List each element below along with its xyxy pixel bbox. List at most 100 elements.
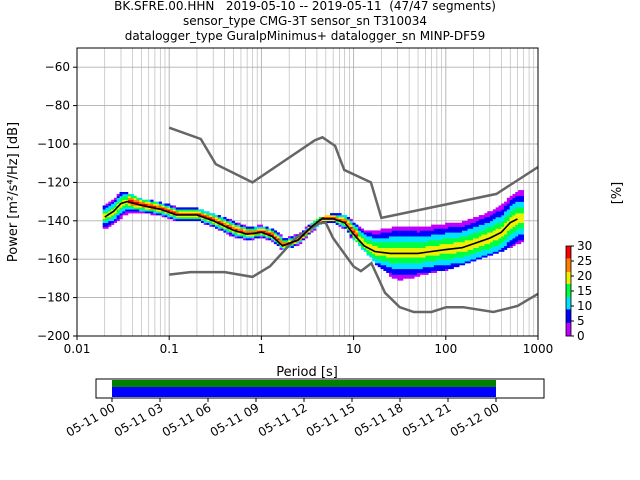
- histogram-cell: [520, 205, 525, 208]
- histogram-cell: [476, 216, 480, 220]
- histogram-cell: [436, 224, 440, 227]
- histogram-cell: [495, 224, 499, 227]
- histogram-cell: [478, 224, 482, 227]
- colorbar-segment: [566, 264, 571, 266]
- histogram-cell: [271, 238, 275, 241]
- histogram-cell: [501, 216, 505, 220]
- histogram-cell: [459, 234, 463, 237]
- histogram-cell: [374, 232, 379, 235]
- histogram-cell: [203, 213, 207, 216]
- histogram-cell: [473, 236, 477, 239]
- histogram-cell: [484, 218, 488, 222]
- histogram-cell: [150, 213, 154, 216]
- histogram-cell: [414, 236, 418, 239]
- histogram-cell: [377, 249, 381, 252]
- histogram-cell: [374, 249, 379, 252]
- histogram-cell: [212, 213, 216, 216]
- histogram-cell: [144, 201, 148, 204]
- histogram-cell: [501, 226, 505, 229]
- histogram-cell: [380, 228, 384, 231]
- histogram-cell: [111, 222, 115, 225]
- histogram-cell: [259, 228, 263, 231]
- histogram-cell: [411, 226, 415, 229]
- histogram-cell: [481, 243, 485, 247]
- histogram-cell: [450, 230, 454, 233]
- histogram-cell: [498, 243, 502, 247]
- histogram-cell: [509, 211, 513, 214]
- histogram-cell: [108, 211, 112, 214]
- histogram-cell: [419, 247, 423, 250]
- histogram-cell: [439, 266, 443, 270]
- histogram-cell: [459, 255, 463, 258]
- histogram-cell: [102, 220, 106, 224]
- histogram-cell: [105, 222, 109, 225]
- histogram-cell: [181, 216, 185, 220]
- coverage-tick-label: 05-11 03: [112, 400, 166, 439]
- histogram-cell: [175, 209, 179, 212]
- histogram-cell: [492, 230, 496, 233]
- histogram-cell: [461, 249, 466, 252]
- histogram-cell: [172, 205, 176, 208]
- colorbar-segment: [566, 330, 571, 332]
- histogram-cell: [408, 238, 412, 241]
- histogram-cell: [478, 245, 482, 248]
- histogram-cell: [113, 211, 118, 214]
- histogram-cell: [473, 245, 477, 248]
- histogram-cell: [223, 218, 227, 222]
- histogram-cell: [439, 251, 443, 254]
- histogram-cell: [506, 238, 510, 241]
- histogram-cell: [484, 234, 488, 237]
- histogram-cell: [287, 245, 292, 248]
- histogram-cell: [419, 230, 423, 233]
- histogram-cell: [520, 234, 525, 237]
- histogram-cell: [459, 230, 463, 233]
- histogram-cell: [442, 261, 446, 264]
- histogram-cell: [509, 203, 513, 206]
- histogram-cell: [422, 243, 426, 247]
- histogram-cell: [391, 276, 395, 279]
- histogram-cell: [130, 207, 134, 210]
- histogram-cell: [405, 255, 409, 258]
- histogram-cell: [428, 245, 432, 248]
- histogram-cell: [405, 241, 409, 245]
- histogram-cell: [223, 220, 227, 224]
- histogram-cell: [372, 247, 376, 250]
- histogram-cell: [335, 213, 339, 216]
- histogram-cell: [400, 266, 404, 270]
- histogram-cell: [344, 216, 348, 220]
- histogram-cell: [352, 226, 356, 229]
- histogram-cell: [111, 216, 115, 220]
- histogram-cell: [433, 261, 438, 264]
- histogram-cell: [411, 255, 415, 258]
- histogram-cell: [133, 203, 137, 206]
- histogram-cell: [487, 213, 491, 216]
- histogram-cell: [433, 268, 438, 272]
- histogram-cell: [417, 236, 421, 239]
- histogram-cell: [501, 218, 505, 222]
- histogram-cell: [383, 238, 387, 241]
- histogram-cell: [419, 232, 423, 235]
- histogram-cell: [484, 245, 488, 248]
- histogram-cell: [417, 253, 421, 256]
- colorbar-segment: [566, 250, 571, 253]
- histogram-cell: [520, 197, 525, 200]
- histogram-cell: [363, 238, 367, 241]
- histogram-cell: [386, 240, 390, 243]
- histogram-cell: [481, 253, 485, 256]
- histogram-cell: [358, 228, 362, 231]
- histogram-cell: [518, 195, 522, 199]
- histogram-cell: [369, 243, 373, 247]
- histogram-cell: [394, 257, 398, 260]
- histogram-cell: [453, 228, 457, 231]
- histogram-cell: [411, 238, 415, 241]
- histogram-cell: [229, 232, 233, 235]
- histogram-cell: [506, 205, 510, 208]
- histogram-cell: [105, 207, 109, 210]
- histogram-cell: [450, 251, 454, 254]
- histogram-cell: [428, 243, 432, 247]
- colorbar-segment: [566, 303, 571, 305]
- histogram-cell: [498, 245, 502, 248]
- colorbar-tick-label: 10: [577, 299, 592, 313]
- histogram-cell: [386, 261, 390, 264]
- histogram-cell: [136, 197, 140, 200]
